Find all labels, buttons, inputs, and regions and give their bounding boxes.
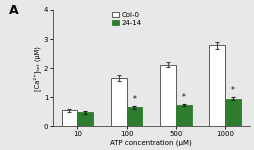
Legend: Col-0, 24-14: Col-0, 24-14 xyxy=(111,11,142,26)
Text: *: * xyxy=(133,95,136,104)
Bar xyxy=(209,45,225,126)
Bar xyxy=(160,65,176,126)
Bar xyxy=(176,105,192,126)
Text: A: A xyxy=(9,4,19,17)
Bar xyxy=(225,99,241,126)
Bar xyxy=(61,110,77,126)
Text: *: * xyxy=(182,93,186,102)
Bar xyxy=(111,78,126,126)
Bar xyxy=(126,107,142,126)
Y-axis label: [Ca²⁺]ₕₑₜ (μM): [Ca²⁺]ₕₑₜ (μM) xyxy=(33,46,41,91)
Text: *: * xyxy=(231,86,235,95)
Bar xyxy=(77,112,93,126)
X-axis label: ATP concentration (μM): ATP concentration (μM) xyxy=(110,139,192,146)
